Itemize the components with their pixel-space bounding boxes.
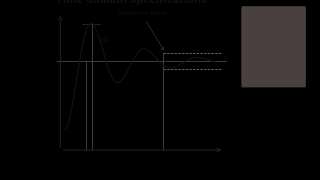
FancyBboxPatch shape: [241, 6, 306, 87]
Text: Tolerance band: Tolerance band: [117, 11, 166, 50]
Text: $M_p$: $M_p$: [100, 37, 109, 47]
Text: Time domain specifications: Time domain specifications: [56, 0, 206, 5]
Text: $t_p$: $t_p$: [89, 157, 97, 169]
Text: $y(t)$: $y(t)$: [51, 14, 65, 25]
Text: $t$: $t$: [222, 145, 228, 156]
Text: $t_s$: $t_s$: [160, 157, 167, 168]
Text: $t_r$: $t_r$: [82, 157, 89, 168]
Text: 1: 1: [53, 58, 58, 64]
Text: 0: 0: [63, 157, 67, 162]
